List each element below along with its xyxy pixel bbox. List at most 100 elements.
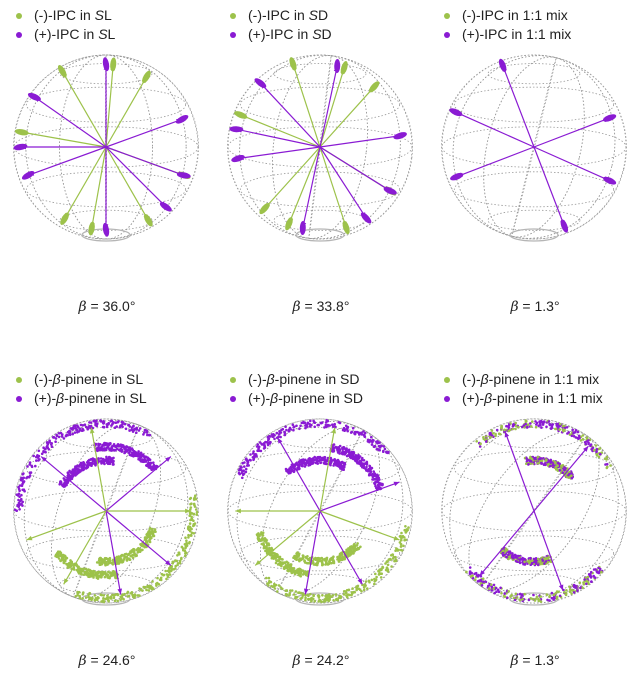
sample-point [398, 535, 402, 538]
sample-point [313, 600, 316, 603]
sample-point [101, 421, 105, 424]
sample-point [527, 598, 531, 602]
sample-point [50, 442, 53, 445]
legend-item-plus: (+)-β-pinene in SL [16, 389, 147, 408]
sample-point [321, 562, 324, 565]
sample-point [526, 425, 529, 429]
sample-point [353, 431, 356, 434]
sample-point [112, 421, 115, 424]
sample-point [34, 464, 37, 468]
sample-point [125, 557, 129, 561]
sample-point [65, 483, 68, 487]
sample-point [518, 561, 522, 565]
sample-point [127, 423, 130, 427]
sample-point [492, 583, 496, 587]
sample-point [245, 457, 248, 460]
sample-point [257, 449, 261, 452]
sample-point [162, 573, 165, 577]
sample-point [189, 534, 192, 537]
sample-point [309, 598, 313, 601]
sample-point [335, 462, 339, 466]
sample-point [35, 455, 38, 459]
sphere-grid [227, 54, 413, 242]
sample-point [130, 428, 133, 431]
sample-point [286, 562, 290, 566]
plus-vector [259, 82, 321, 148]
sample-point [166, 575, 170, 578]
sample-point [190, 531, 194, 535]
sample-point [329, 461, 333, 465]
sample-point [89, 597, 93, 600]
sample-point [21, 482, 24, 486]
beta-angle-label: β = 36.0° [0, 298, 214, 315]
sample-point [148, 526, 152, 530]
sample-point [383, 447, 387, 451]
legend-label: (-)-IPC in SD [248, 7, 329, 23]
latitude-line [239, 535, 401, 572]
plus-cluster [102, 222, 110, 237]
plus-vector [319, 146, 391, 192]
sample-point [291, 423, 295, 426]
sample-point [576, 589, 579, 593]
sample-point [533, 599, 537, 602]
sample-point [298, 567, 301, 571]
sphere-grid [441, 418, 627, 606]
sample-point [283, 561, 287, 565]
sample-point [492, 587, 496, 590]
sample-point [300, 461, 304, 464]
sphere-plot [227, 54, 413, 242]
sample-point [373, 582, 376, 586]
sample-point [362, 459, 366, 462]
sample-point [22, 480, 26, 483]
sample-point [100, 593, 103, 597]
sample-point [107, 576, 110, 579]
sample-point [407, 526, 410, 529]
sample-point [552, 593, 556, 597]
sample-point [94, 597, 98, 600]
sample-point [587, 442, 590, 446]
sample-point [124, 427, 128, 431]
plus-vector [319, 510, 363, 585]
plus-vector [105, 118, 183, 148]
sample-point [267, 548, 270, 551]
plus-cluster [498, 58, 507, 73]
sample-point [273, 587, 277, 590]
sample-point [490, 589, 494, 592]
sample-point [379, 576, 383, 579]
sample-point [304, 598, 307, 602]
legend-item-plus: (+)-β-pinene in SD [230, 389, 363, 408]
minus-cluster [234, 111, 248, 119]
sample-point [138, 550, 142, 553]
sample-point [524, 422, 527, 426]
sample-point [156, 581, 159, 585]
sample-point [148, 464, 152, 468]
sample-point [548, 594, 551, 598]
minus-cluster [368, 81, 380, 93]
sample-point [265, 440, 269, 444]
sample-point [369, 468, 372, 471]
sample-point [528, 457, 532, 460]
sample-point [605, 462, 609, 466]
minus-cluster [57, 65, 67, 78]
sample-point [488, 431, 492, 435]
sample-point [578, 436, 581, 440]
sample-point [502, 554, 505, 557]
sample-point [147, 530, 150, 533]
sample-point [138, 427, 142, 430]
sample-point [76, 424, 79, 427]
sample-point [125, 552, 128, 556]
sample-point [404, 525, 407, 528]
sample-point [597, 455, 601, 459]
sample-point [306, 555, 309, 558]
sample-point [341, 555, 344, 559]
sample-point [70, 471, 74, 475]
sample-point [22, 488, 26, 492]
sample-point [482, 580, 485, 584]
sample-point [87, 462, 90, 465]
sample-point [553, 596, 556, 600]
sample-point [284, 592, 288, 596]
sample-point [105, 446, 108, 450]
scatter-clouds [13, 419, 199, 604]
legend-marker [444, 31, 450, 38]
sample-point [523, 592, 526, 596]
